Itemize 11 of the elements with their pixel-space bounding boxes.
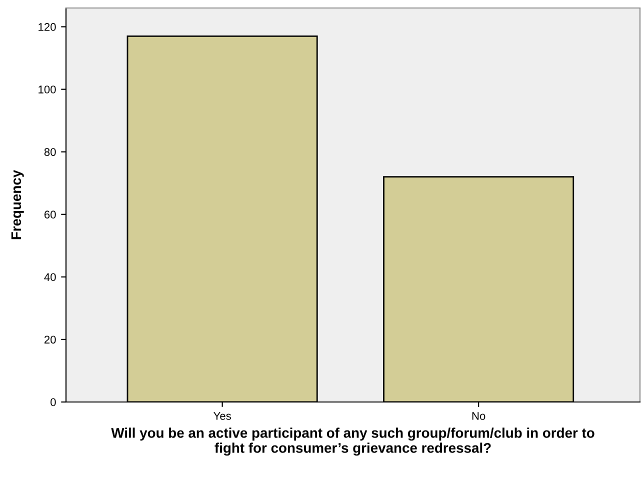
y-tick-label: 60: [44, 210, 56, 219]
y-axis-title: Frequency: [11, 170, 24, 240]
x-tick-label: Yes: [213, 412, 231, 420]
y-tick-label: 120: [38, 23, 56, 31]
y-tick-label: 0: [50, 398, 56, 406]
y-tick-label: 100: [38, 86, 56, 94]
y-tick-label: 40: [44, 273, 56, 282]
x-tick-label: No: [472, 412, 486, 420]
y-tick-label: 20: [44, 336, 56, 344]
x-axis-title: Will you be an active participant of any such group/forum/club in order to fight for consumer’s grievance redressal?: [111, 428, 594, 456]
y-tick-label: 80: [44, 148, 56, 156]
